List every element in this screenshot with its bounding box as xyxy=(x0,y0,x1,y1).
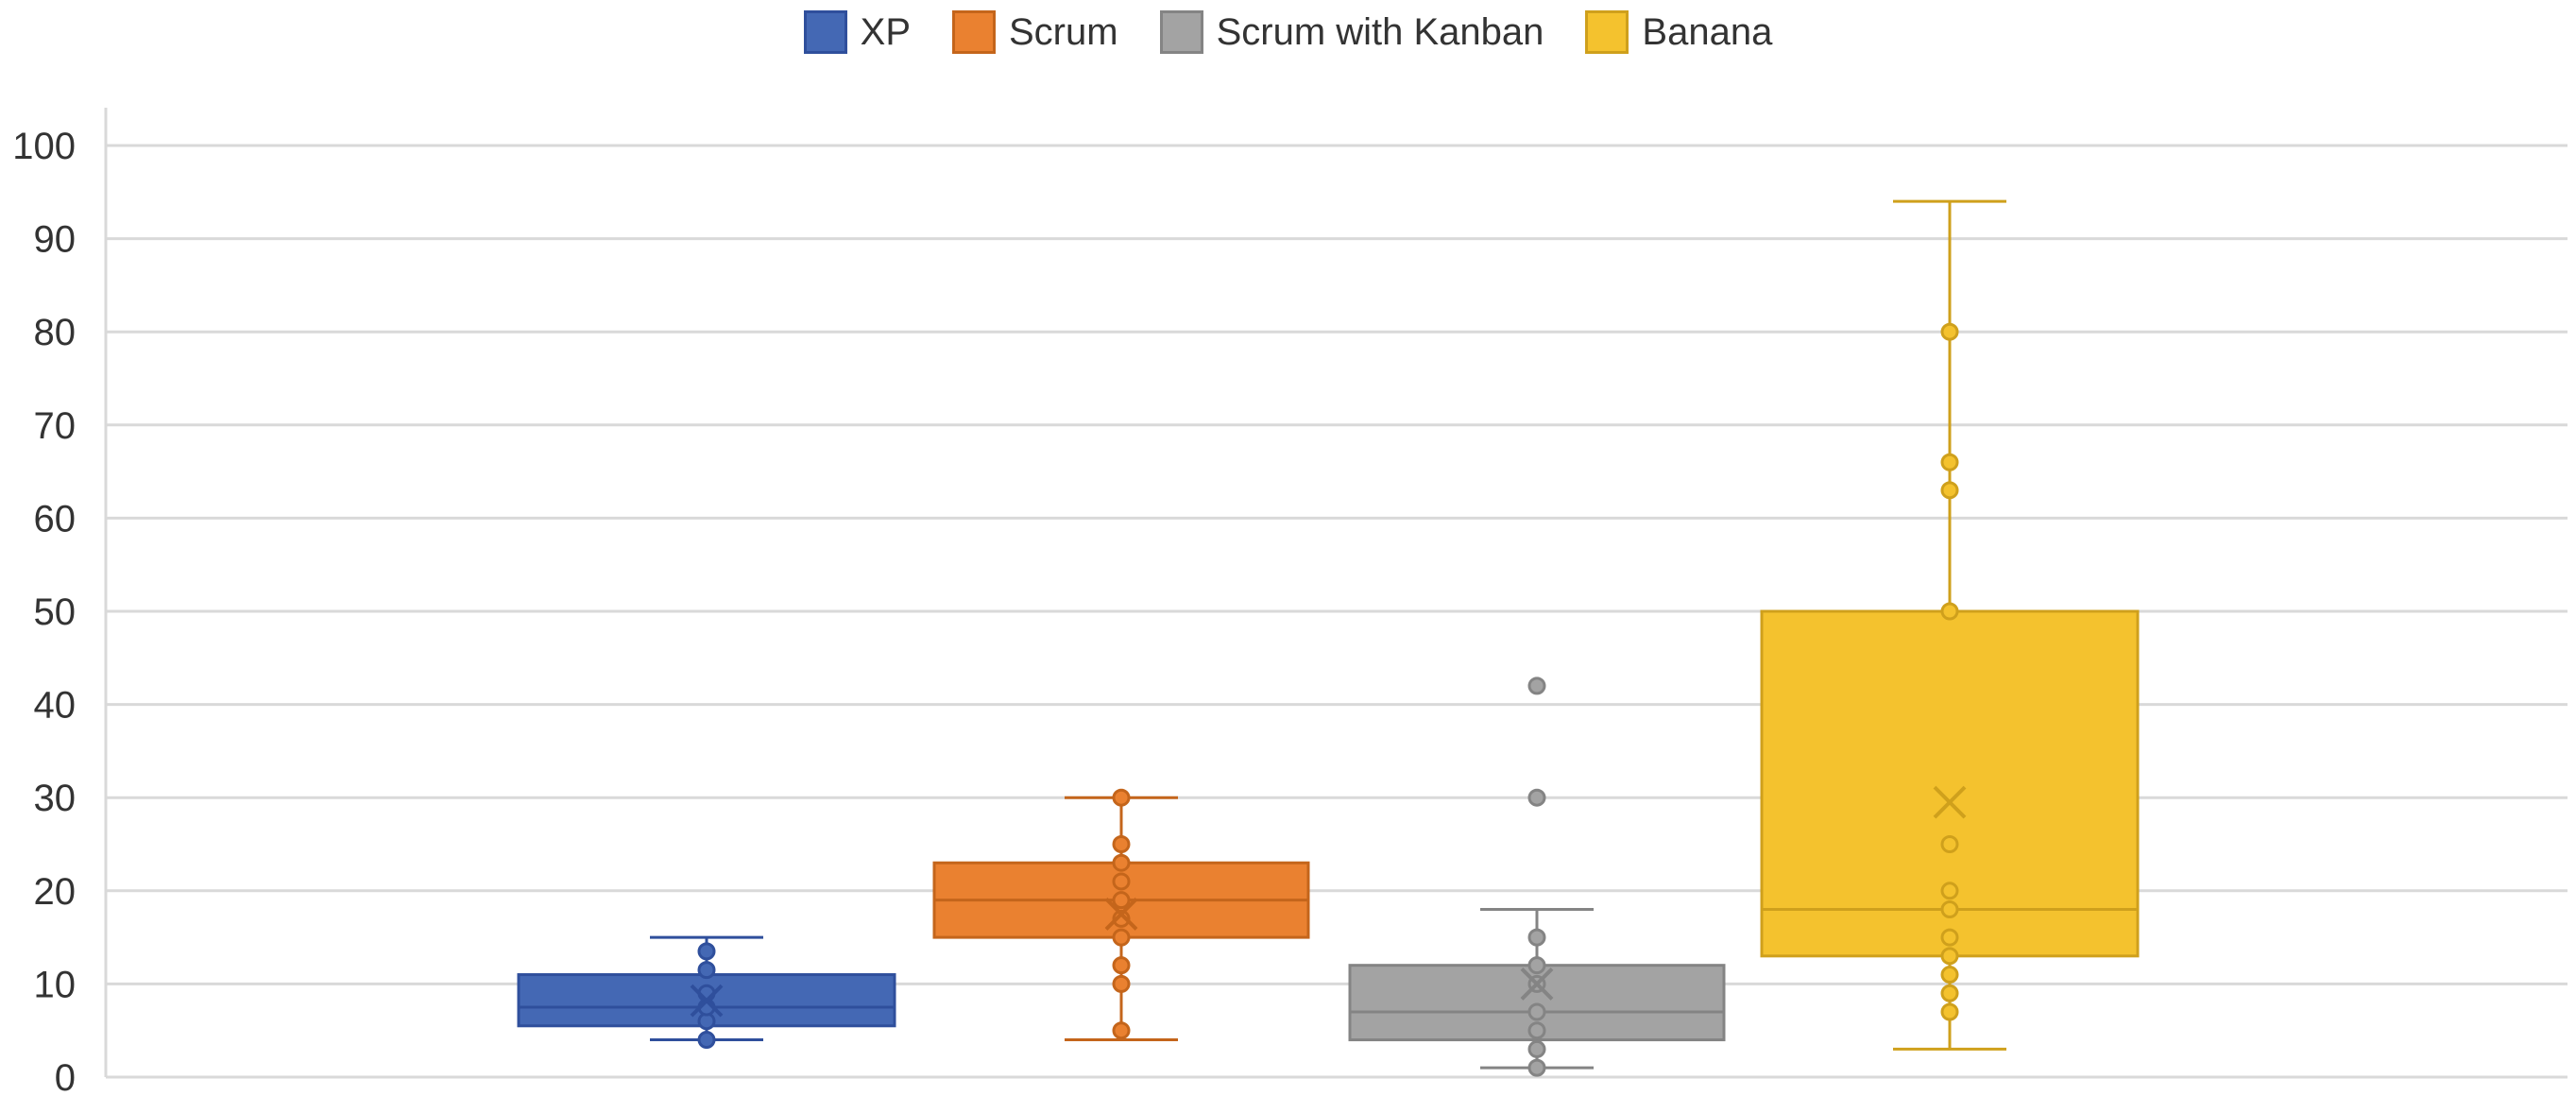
y-tick-label: 60 xyxy=(34,498,77,539)
data-point-banana xyxy=(1940,928,1959,947)
data-point-scrum-with-kanban xyxy=(1527,1021,1546,1040)
legend: XP Scrum Scrum with Kanban Banana xyxy=(0,4,2576,60)
y-tick-label: 80 xyxy=(34,312,77,353)
legend-item-scrum: Scrum xyxy=(952,10,1118,54)
data-point-banana xyxy=(1940,947,1959,966)
data-point-banana xyxy=(1940,882,1959,900)
legend-swatch-scrum xyxy=(952,10,996,54)
data-point-scrum-with-kanban xyxy=(1527,956,1546,975)
legend-item-banana: Banana xyxy=(1585,10,1772,54)
data-point-banana xyxy=(1940,453,1959,471)
y-tick-label: 0 xyxy=(55,1057,76,1096)
data-point-scrum xyxy=(1112,853,1131,872)
data-point-scrum-with-kanban xyxy=(1527,1002,1546,1021)
data-point-banana xyxy=(1940,602,1959,621)
legend-item-scrum-with-kanban: Scrum with Kanban xyxy=(1159,10,1544,54)
legend-label-scrum: Scrum xyxy=(1009,10,1118,53)
data-point-scrum xyxy=(1112,974,1131,993)
data-point-banana xyxy=(1940,900,1959,919)
y-tick-label: 50 xyxy=(34,591,77,633)
data-point-scrum xyxy=(1112,1021,1131,1040)
mean-marker-xp xyxy=(690,984,724,1018)
data-point-scrum xyxy=(1112,956,1131,975)
data-point-scrum-with-kanban xyxy=(1527,788,1546,807)
data-point-scrum-with-kanban xyxy=(1527,928,1546,947)
data-point-banana xyxy=(1940,1002,1959,1021)
data-point-banana xyxy=(1940,322,1959,341)
legend-item-xp: XP xyxy=(803,10,911,54)
data-point-scrum-with-kanban xyxy=(1527,1039,1546,1058)
data-point-xp xyxy=(697,942,716,961)
data-point-banana xyxy=(1940,481,1959,500)
y-tick-label: 30 xyxy=(34,778,77,819)
data-point-scrum xyxy=(1112,872,1131,891)
y-tick-label: 90 xyxy=(34,219,77,261)
legend-swatch-scrum-with-kanban xyxy=(1159,10,1203,54)
data-point-banana xyxy=(1940,966,1959,985)
data-point-banana xyxy=(1940,835,1959,853)
data-point-xp xyxy=(697,1031,716,1050)
mean-marker-scrum xyxy=(1104,898,1138,931)
legend-label-banana: Banana xyxy=(1642,10,1773,53)
y-tick-label: 100 xyxy=(12,126,76,167)
data-point-xp xyxy=(697,961,716,980)
data-point-banana xyxy=(1940,984,1959,1002)
data-point-scrum-with-kanban xyxy=(1527,1058,1546,1077)
data-point-scrum xyxy=(1112,909,1131,928)
data-point-scrum xyxy=(1112,928,1131,947)
mean-marker-banana xyxy=(1933,785,1967,819)
data-point-scrum xyxy=(1112,891,1131,910)
data-point-scrum xyxy=(1112,788,1131,807)
y-tick-label: 70 xyxy=(34,405,77,447)
legend-label-scrum-with-kanban: Scrum with Kanban xyxy=(1216,10,1544,53)
data-point-scrum xyxy=(1112,835,1131,853)
legend-swatch-xp xyxy=(803,10,847,54)
mean-marker-scrum-with-kanban xyxy=(1520,967,1554,1001)
y-tick-label: 40 xyxy=(34,685,77,727)
y-tick-label: 20 xyxy=(34,871,77,913)
legend-swatch-banana xyxy=(1585,10,1629,54)
y-tick-label: 10 xyxy=(34,964,77,1005)
data-point-scrum-with-kanban xyxy=(1527,676,1546,695)
legend-label-xp: XP xyxy=(860,10,911,53)
